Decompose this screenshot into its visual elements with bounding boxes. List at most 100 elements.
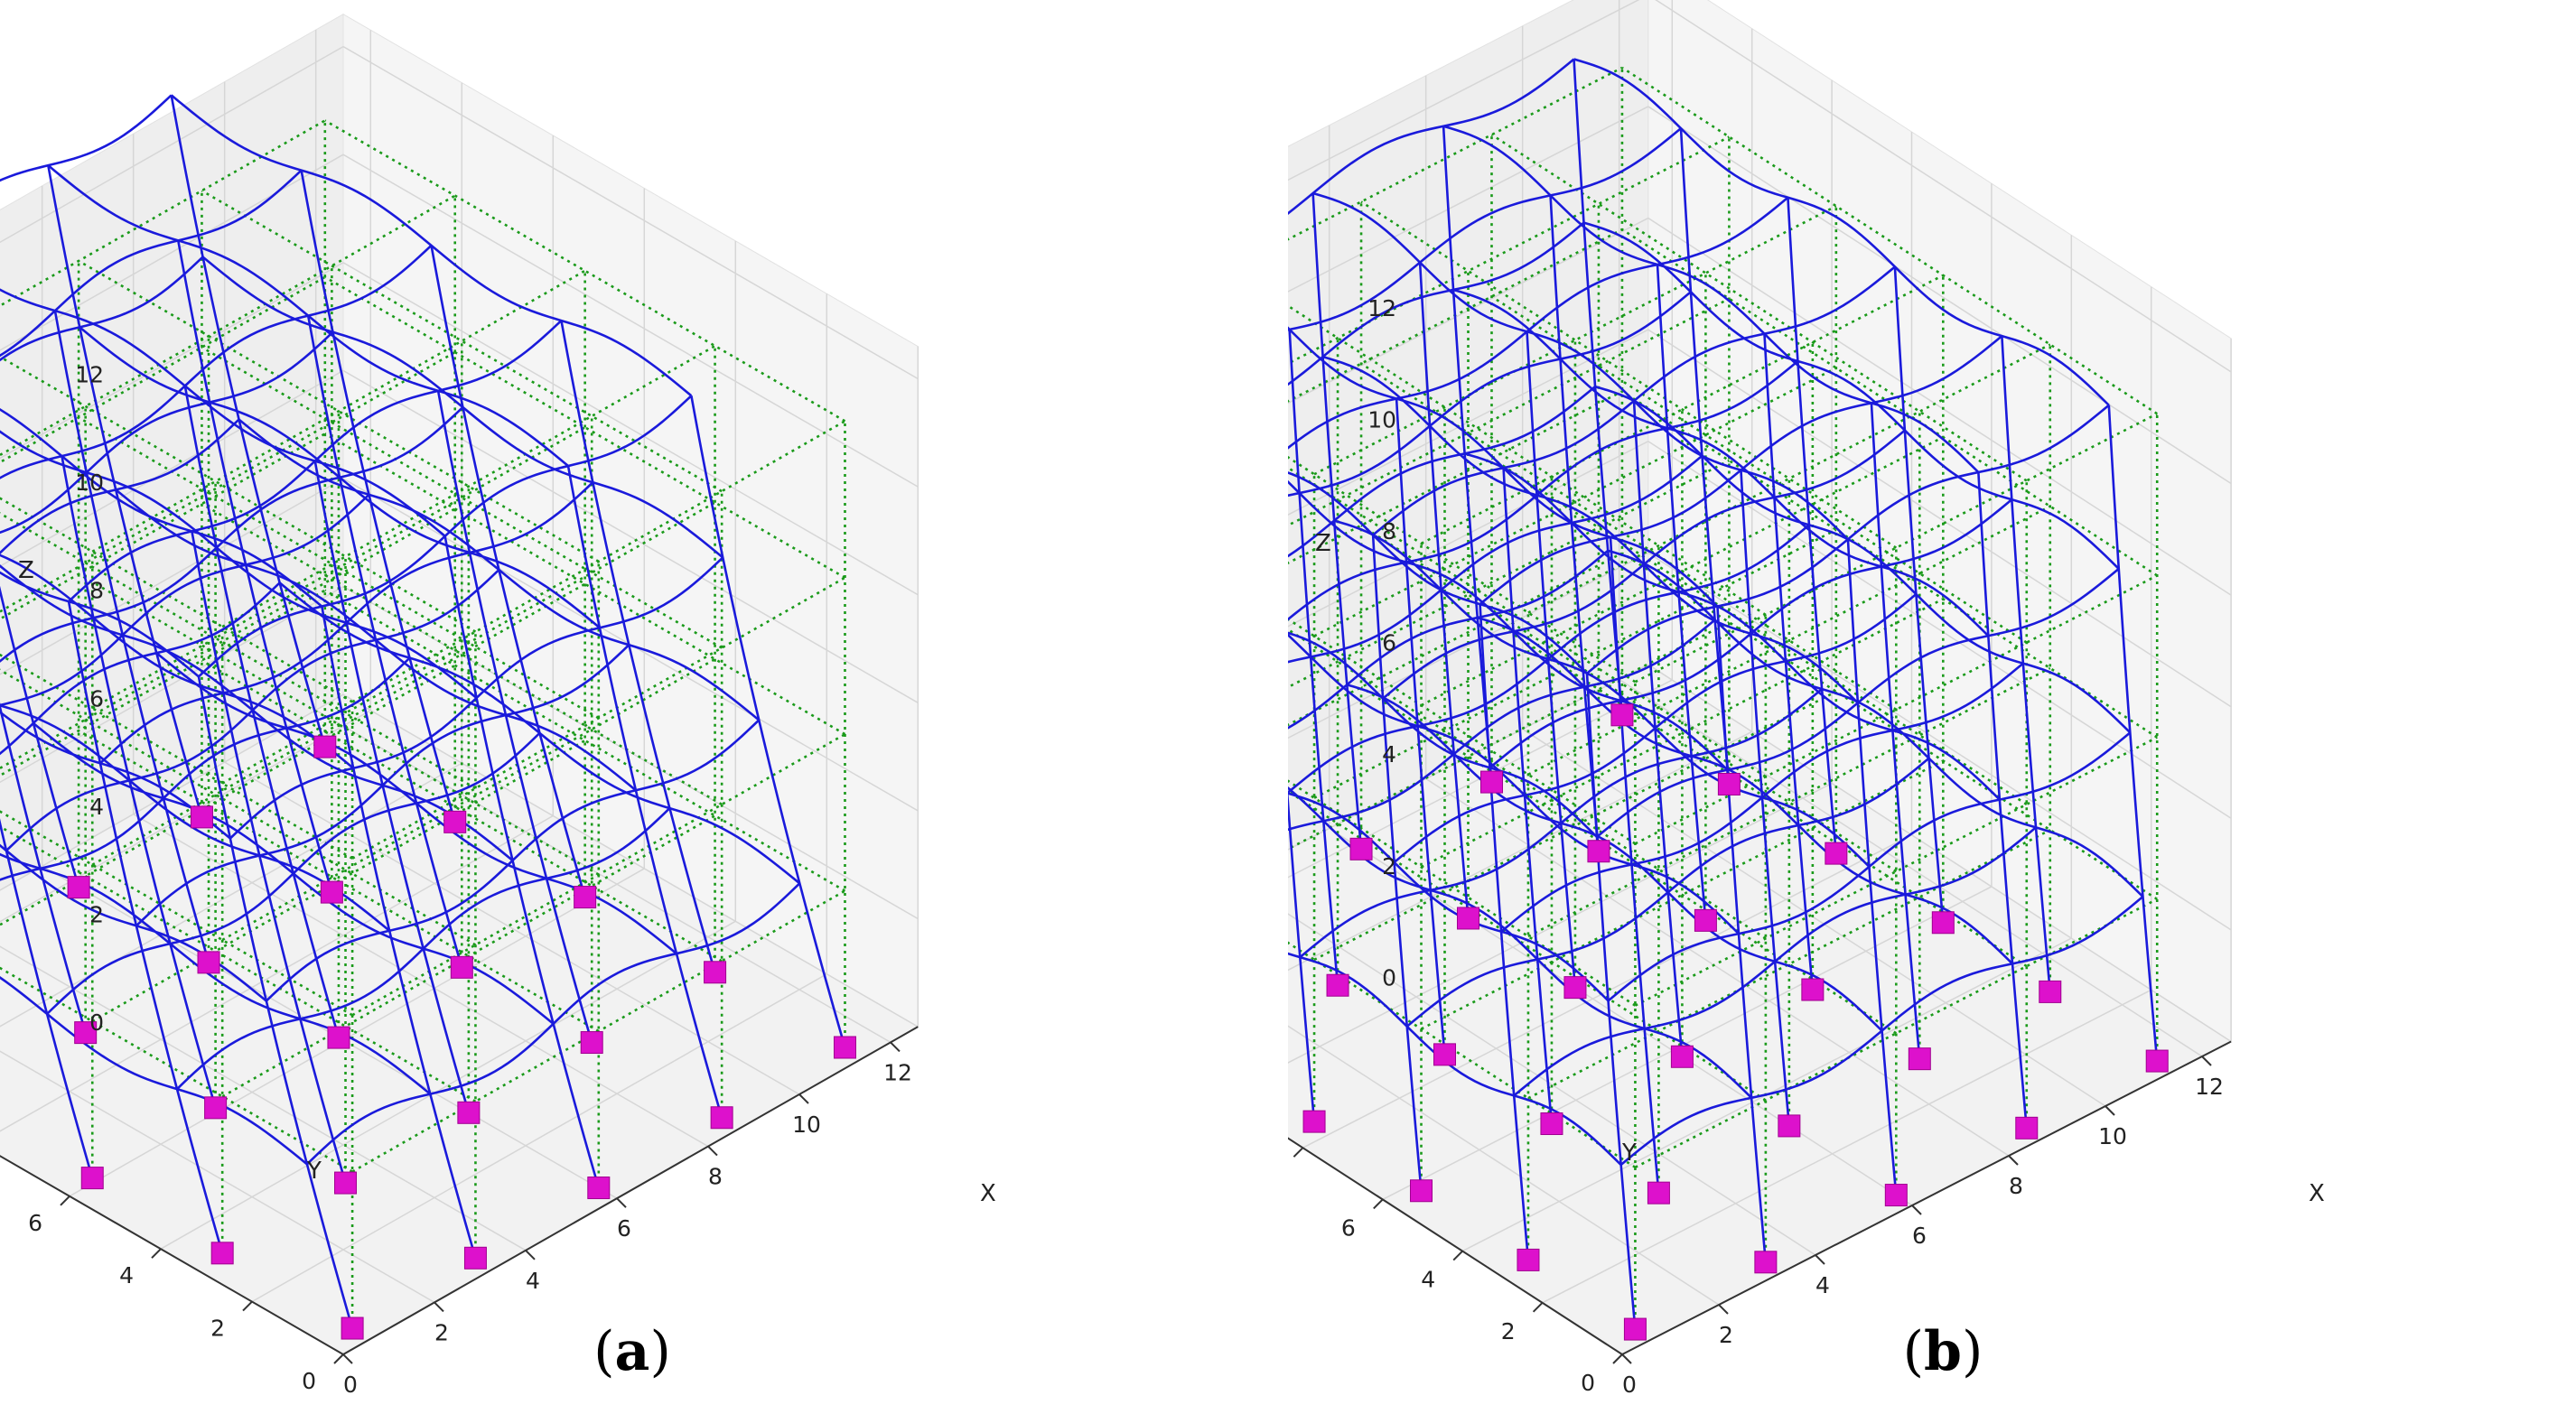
support-node bbox=[313, 735, 337, 758]
undeformed-beam bbox=[1490, 134, 2028, 482]
deformed-column bbox=[443, 535, 601, 1188]
x-tick-label: 6 bbox=[1912, 1223, 1927, 1249]
grid-line bbox=[342, 45, 919, 380]
support-node bbox=[1884, 1184, 1908, 1207]
deformed-beam bbox=[0, 418, 240, 555]
deformed-column bbox=[1977, 471, 2029, 1129]
deformed-column bbox=[1656, 264, 1707, 921]
support-node bbox=[574, 886, 597, 909]
undeformed-beam bbox=[1288, 455, 1637, 684]
grid-line bbox=[0, 262, 344, 460]
grid-line bbox=[0, 945, 527, 1251]
deformed-beam bbox=[1594, 385, 2132, 734]
undeformed-beam bbox=[1360, 362, 1898, 711]
deformed-column bbox=[61, 455, 217, 1109]
deformed-column bbox=[430, 245, 586, 898]
support-node bbox=[1908, 1047, 1931, 1071]
grid-line bbox=[1647, 329, 2232, 708]
grid-line bbox=[1425, 777, 2010, 1157]
y-tick-label: 4 bbox=[119, 1262, 134, 1288]
x-tick-mark bbox=[2008, 1155, 2019, 1166]
support-node bbox=[1479, 770, 1503, 794]
deformed-beam bbox=[1288, 786, 1753, 1099]
undeformed-beam bbox=[78, 572, 600, 876]
support-node bbox=[1610, 703, 1634, 727]
deformed-column bbox=[560, 320, 716, 973]
undeformed-beam bbox=[1288, 628, 1767, 940]
undeformed-beam bbox=[1288, 618, 1637, 845]
deformed-column bbox=[1763, 333, 1815, 991]
x-tick-mark bbox=[890, 1041, 901, 1053]
grid-line bbox=[1382, 886, 1993, 1201]
grid-line bbox=[1522, 728, 2106, 1107]
caption-b: (b) bbox=[1902, 1320, 1983, 1383]
deformed-beam bbox=[1288, 792, 1610, 1002]
support-node bbox=[1717, 772, 1741, 795]
deformed-column bbox=[313, 460, 471, 1113]
deformed-column bbox=[690, 395, 846, 1048]
deformed-column bbox=[1288, 787, 1316, 1122]
deformed-column bbox=[1288, 329, 1339, 986]
z-tick-label: 12 bbox=[75, 361, 104, 387]
support-node bbox=[1456, 907, 1479, 930]
x-tick-label: 8 bbox=[708, 1164, 723, 1190]
deformed-beam bbox=[1477, 616, 2013, 965]
deformed-column bbox=[306, 315, 463, 968]
grid-line bbox=[1647, 552, 2232, 931]
x-tick-label: 12 bbox=[2195, 1074, 2224, 1100]
y-tick-label: 4 bbox=[1421, 1267, 1435, 1293]
deformed-column bbox=[1418, 262, 1470, 919]
undeformed-beam bbox=[91, 269, 586, 554]
deformed-beam bbox=[1288, 952, 1622, 1166]
x-tick-mark bbox=[1718, 1304, 1729, 1315]
deformed-column bbox=[321, 606, 477, 1259]
grid-line bbox=[1647, 664, 2232, 1043]
support-node bbox=[2015, 1116, 2039, 1140]
y-axis-label: Y bbox=[1621, 1140, 1637, 1167]
grid-line bbox=[1619, 678, 2203, 1057]
x-axis-line bbox=[1621, 1040, 2232, 1355]
undeformed-beam bbox=[324, 433, 846, 736]
support-node bbox=[710, 1106, 733, 1130]
y-tick-label: 0 bbox=[1581, 1370, 1595, 1396]
deformed-beam bbox=[0, 711, 231, 840]
x-tick-mark bbox=[2105, 1105, 2115, 1116]
grid-line bbox=[342, 693, 919, 1028]
undeformed-beam bbox=[324, 589, 846, 892]
x-axis-label: X bbox=[980, 1180, 996, 1207]
deformed-column bbox=[1870, 403, 1921, 1059]
deformed-beam bbox=[1288, 633, 1740, 935]
z-tick-label: 8 bbox=[1382, 518, 1396, 544]
support-node bbox=[450, 955, 473, 979]
support-node bbox=[1540, 1112, 1563, 1136]
support-node bbox=[1670, 1045, 1694, 1068]
support-node bbox=[210, 1242, 234, 1265]
support-node bbox=[1302, 1110, 1326, 1133]
support-node bbox=[1433, 1043, 1457, 1066]
x-tick-mark bbox=[798, 1093, 809, 1104]
deformed-column bbox=[1846, 539, 1898, 1195]
x-axis-label: X bbox=[2309, 1180, 2325, 1207]
undeformed-beam bbox=[1288, 779, 1637, 1007]
z-axis-label: Z bbox=[18, 557, 34, 584]
undeformed-beam bbox=[201, 659, 723, 963]
y-tick-mark bbox=[60, 1195, 70, 1206]
grid-line bbox=[342, 262, 919, 596]
panel-a: 024681012024681012024681012 Z Y X (a) bbox=[0, 13, 996, 1398]
frame-plot-a: 024681012024681012024681012 Z Y X bbox=[0, 13, 996, 1398]
z-tick-label: 6 bbox=[89, 685, 104, 712]
deformed-beam bbox=[0, 256, 204, 362]
grid-line bbox=[1288, 329, 1649, 516]
support-node bbox=[67, 876, 90, 899]
y-tick-label: 2 bbox=[210, 1316, 225, 1342]
undeformed-beam bbox=[0, 589, 326, 777]
x-tick-mark bbox=[525, 1250, 536, 1261]
grid-line bbox=[1288, 730, 1753, 972]
support-node bbox=[1647, 1181, 1670, 1205]
grid-line bbox=[0, 478, 344, 675]
grid-line bbox=[1655, 0, 2232, 373]
x-tick-mark bbox=[2201, 1056, 2212, 1066]
grid-line bbox=[1542, 989, 2152, 1304]
y-tick-mark bbox=[1532, 1302, 1544, 1313]
x-tick-label: 4 bbox=[526, 1268, 540, 1294]
